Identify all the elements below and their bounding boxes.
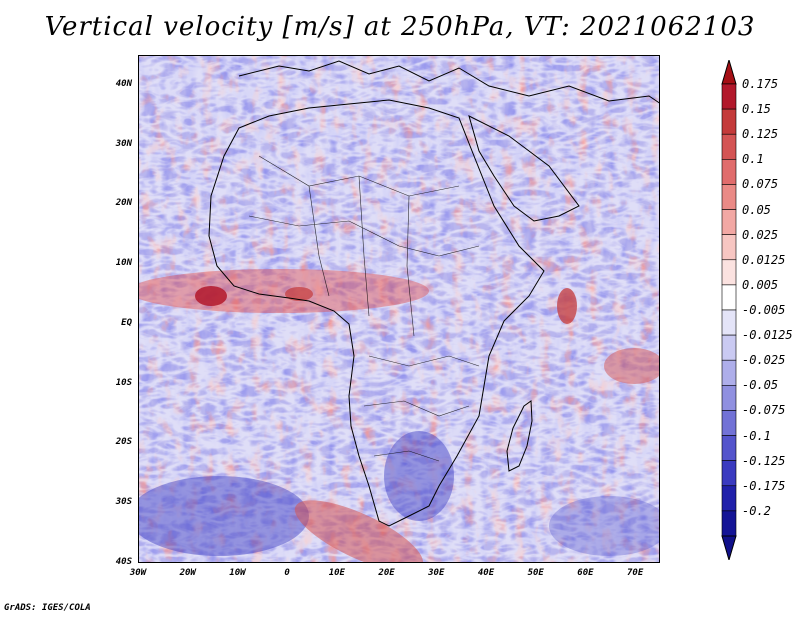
lon-label-60e: 60E xyxy=(577,568,594,578)
colorbar-segment xyxy=(721,159,737,185)
map-svg xyxy=(139,56,659,562)
colorbar-segment xyxy=(721,234,737,261)
colorbar-label: -0.0125 xyxy=(742,328,793,343)
colorbar-label: 0.175 xyxy=(742,77,779,91)
arabian-sea-ascent-core xyxy=(557,288,577,324)
colorbar-label: 0.0125 xyxy=(742,252,786,267)
colorbar-bottom-arrow xyxy=(721,535,737,560)
indian-ocean-ascent xyxy=(604,348,659,384)
border-line xyxy=(406,195,415,337)
madagascar-coastline xyxy=(506,400,533,472)
coastlines xyxy=(208,60,659,527)
colorbar-label: 0.025 xyxy=(742,227,779,242)
colorbar-label: -0.2 xyxy=(742,503,771,518)
colorbar-segment xyxy=(721,334,737,361)
lon-label-10e: 10E xyxy=(328,568,345,578)
colorbar-segment xyxy=(721,284,737,311)
west-africa-ascent-core xyxy=(195,286,227,306)
field-features xyxy=(139,269,659,562)
guinea-ascent-core xyxy=(285,287,313,301)
arabian-peninsula-coastline xyxy=(468,115,580,222)
chart-title: Vertical velocity [m/s] at 250hPa, VT: 2… xyxy=(44,12,756,42)
border-line xyxy=(358,175,370,317)
colorbar-label: -0.075 xyxy=(742,403,786,418)
colorbar-segment xyxy=(721,309,737,336)
lat-label-eq: EQ xyxy=(121,317,132,328)
south-indian-descent xyxy=(549,496,659,556)
border-line xyxy=(373,450,440,462)
map-plot-area xyxy=(138,55,660,563)
colorbar-label: -0.025 xyxy=(742,353,786,368)
colorbar xyxy=(721,60,737,560)
lon-label-10w: 10W xyxy=(229,568,246,578)
colorbar-label: -0.05 xyxy=(742,378,779,393)
colorbar-segment xyxy=(721,435,737,461)
border-line xyxy=(368,355,480,367)
itcz-ascent-band xyxy=(139,269,429,313)
border-line xyxy=(363,400,470,417)
lon-label-70e: 70E xyxy=(627,568,644,578)
lat-label-40s: 40S xyxy=(115,557,132,567)
south-atlantic-descent xyxy=(139,476,309,556)
lon-label-0: 0 xyxy=(284,568,290,578)
colorbar-top-arrow xyxy=(721,60,737,85)
lon-label-30w: 30W xyxy=(129,568,147,578)
mediterranean-north-coast xyxy=(238,60,659,104)
grads-credit: GrADS: IGES/COLA xyxy=(4,603,91,613)
colorbar-label: -0.005 xyxy=(742,303,786,317)
colorbar-segment xyxy=(721,510,737,537)
colorbar-label: -0.125 xyxy=(742,453,786,468)
lat-label-30n: 30N xyxy=(115,138,132,149)
colorbar-segment xyxy=(721,259,737,286)
lat-label-40n: 40N xyxy=(115,78,132,89)
colorbar-label: 0.05 xyxy=(742,202,771,217)
colorbar-segment xyxy=(721,410,737,436)
colorbar-segment xyxy=(721,485,737,512)
lat-label-10s: 10S xyxy=(115,377,132,388)
country-borders xyxy=(248,155,480,462)
colorbar-label: -0.175 xyxy=(742,478,786,493)
colorbar-segment xyxy=(721,385,737,411)
colorbar-label: 0.005 xyxy=(742,277,779,292)
lon-label-50e: 50E xyxy=(527,568,544,578)
lon-label-20w: 20W xyxy=(179,568,196,578)
colorbar-label: 0.15 xyxy=(742,102,771,117)
lat-label-20s: 20S xyxy=(115,437,132,448)
border-line xyxy=(248,215,480,257)
africa-coastline xyxy=(208,99,545,527)
cape-ascent-plume xyxy=(294,500,424,562)
colorbar-segment xyxy=(721,133,737,160)
colorbar-label: 0.075 xyxy=(742,177,779,192)
lat-label-30s: 30S xyxy=(115,497,132,508)
colorbar-segment xyxy=(721,460,737,487)
lon-label-40e: 40E xyxy=(477,568,495,578)
colorbar-label: 0.125 xyxy=(742,127,779,142)
colorbar-segment xyxy=(721,184,737,210)
southern-africa-descent xyxy=(384,431,454,521)
border-line xyxy=(308,185,330,297)
lon-label-30e: 30E xyxy=(428,568,445,578)
lon-label-20e: 20E xyxy=(378,568,395,578)
lat-label-10n: 10N xyxy=(115,258,132,269)
colorbar-label: 0.1 xyxy=(742,152,764,167)
colorbar-segment xyxy=(721,209,737,235)
colorbar-segment xyxy=(721,108,737,135)
colorbar-label: -0.1 xyxy=(742,428,771,443)
lat-label-20n: 20N xyxy=(115,198,132,209)
colorbar-segment xyxy=(721,359,737,386)
colorbar-segment xyxy=(721,83,737,110)
